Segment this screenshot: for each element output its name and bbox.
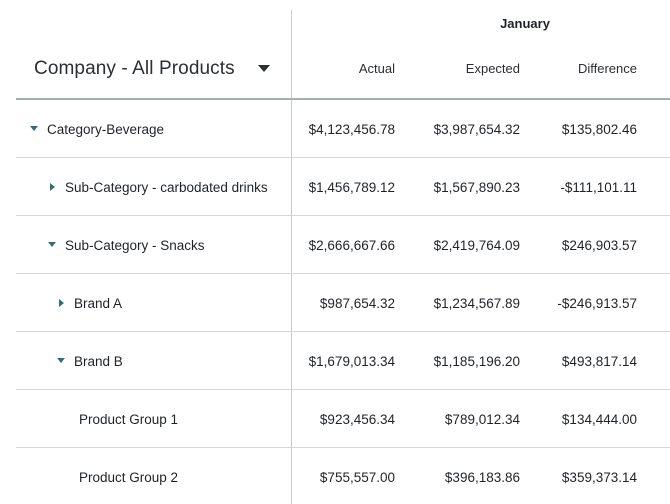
- hierarchy-selector-label: Company - All Products: [34, 58, 235, 79]
- caret-down-icon[interactable]: [30, 126, 38, 131]
- cell-difference: $359,373.14: [561, 469, 637, 485]
- table-row: Category-Beverage $4,123,456.78 $3,987,6…: [0, 100, 670, 158]
- cell-expected: $2,419,764.09: [433, 237, 520, 253]
- row-divider: [16, 215, 670, 216]
- cell-difference: $493,817.14: [561, 353, 637, 369]
- table-row: Sub-Category - carbodated drinks $1,456,…: [0, 158, 670, 216]
- cell-difference: -$111,101.11: [560, 179, 637, 195]
- column-divider: [291, 10, 292, 504]
- caret-right-icon[interactable]: [50, 183, 55, 191]
- row-label: Sub-Category - Snacks: [65, 237, 205, 253]
- cell-actual: $1,456,789.12: [308, 179, 395, 195]
- cell-expected: $1,234,567.89: [433, 295, 520, 311]
- table-row: Product Group 2 $755,557.00 $396,183.86 …: [0, 448, 670, 504]
- caret-down-icon[interactable]: [258, 65, 270, 72]
- row-label: Product Group 2: [79, 469, 179, 485]
- table-header: Company - All Products January Actual Ex…: [0, 0, 670, 99]
- cell-actual: $2,666,667.66: [308, 237, 395, 253]
- cell-actual: $755,557.00: [319, 469, 395, 485]
- period-header: January: [500, 16, 550, 31]
- row-label: Sub-Category - carbodated drinks: [65, 179, 268, 195]
- cell-actual: $923,456.34: [319, 411, 395, 427]
- cell-expected: $1,567,890.23: [433, 179, 520, 195]
- row-label: Product Group 1: [79, 411, 179, 427]
- cell-difference: $135,802.46: [561, 121, 637, 137]
- cell-expected: $1,185,196.20: [433, 353, 520, 369]
- cell-actual: $1,679,013.34: [308, 353, 395, 369]
- table-row: Brand A $987,654.32 $1,234,567.89 -$246,…: [0, 274, 670, 332]
- column-header-difference[interactable]: Difference: [577, 61, 637, 76]
- row-label: Category-Beverage: [47, 121, 165, 137]
- row-label: Brand B: [74, 353, 123, 369]
- header-divider: [16, 98, 670, 100]
- caret-down-icon[interactable]: [48, 242, 56, 247]
- table-row: Product Group 1 $923,456.34 $789,012.34 …: [0, 390, 670, 448]
- table-row: Brand B $1,679,013.34 $1,185,196.20 $493…: [0, 332, 670, 390]
- table-row: Sub-Category - Snacks $2,666,667.66 $2,4…: [0, 216, 670, 274]
- cell-expected: $396,183.86: [444, 469, 520, 485]
- column-header-actual[interactable]: Actual: [358, 61, 395, 76]
- column-header-expected[interactable]: Expected: [465, 61, 520, 76]
- row-divider: [16, 157, 670, 158]
- cell-difference: $134,444.00: [561, 411, 637, 427]
- cell-actual: $987,654.32: [319, 295, 395, 311]
- row-divider: [16, 331, 670, 332]
- row-divider: [16, 447, 670, 448]
- cell-difference: -$246,913.57: [557, 295, 637, 311]
- row-divider: [16, 273, 670, 274]
- cell-difference: $246,903.57: [561, 237, 637, 253]
- cell-expected: $3,987,654.32: [433, 121, 520, 137]
- row-label: Brand A: [74, 295, 123, 311]
- cell-expected: $789,012.34: [444, 411, 520, 427]
- caret-right-icon[interactable]: [59, 299, 64, 307]
- cell-actual: $4,123,456.78: [308, 121, 395, 137]
- hierarchy-selector[interactable]: Company - All Products: [34, 56, 270, 82]
- row-divider: [16, 389, 670, 390]
- caret-down-icon[interactable]: [57, 358, 65, 363]
